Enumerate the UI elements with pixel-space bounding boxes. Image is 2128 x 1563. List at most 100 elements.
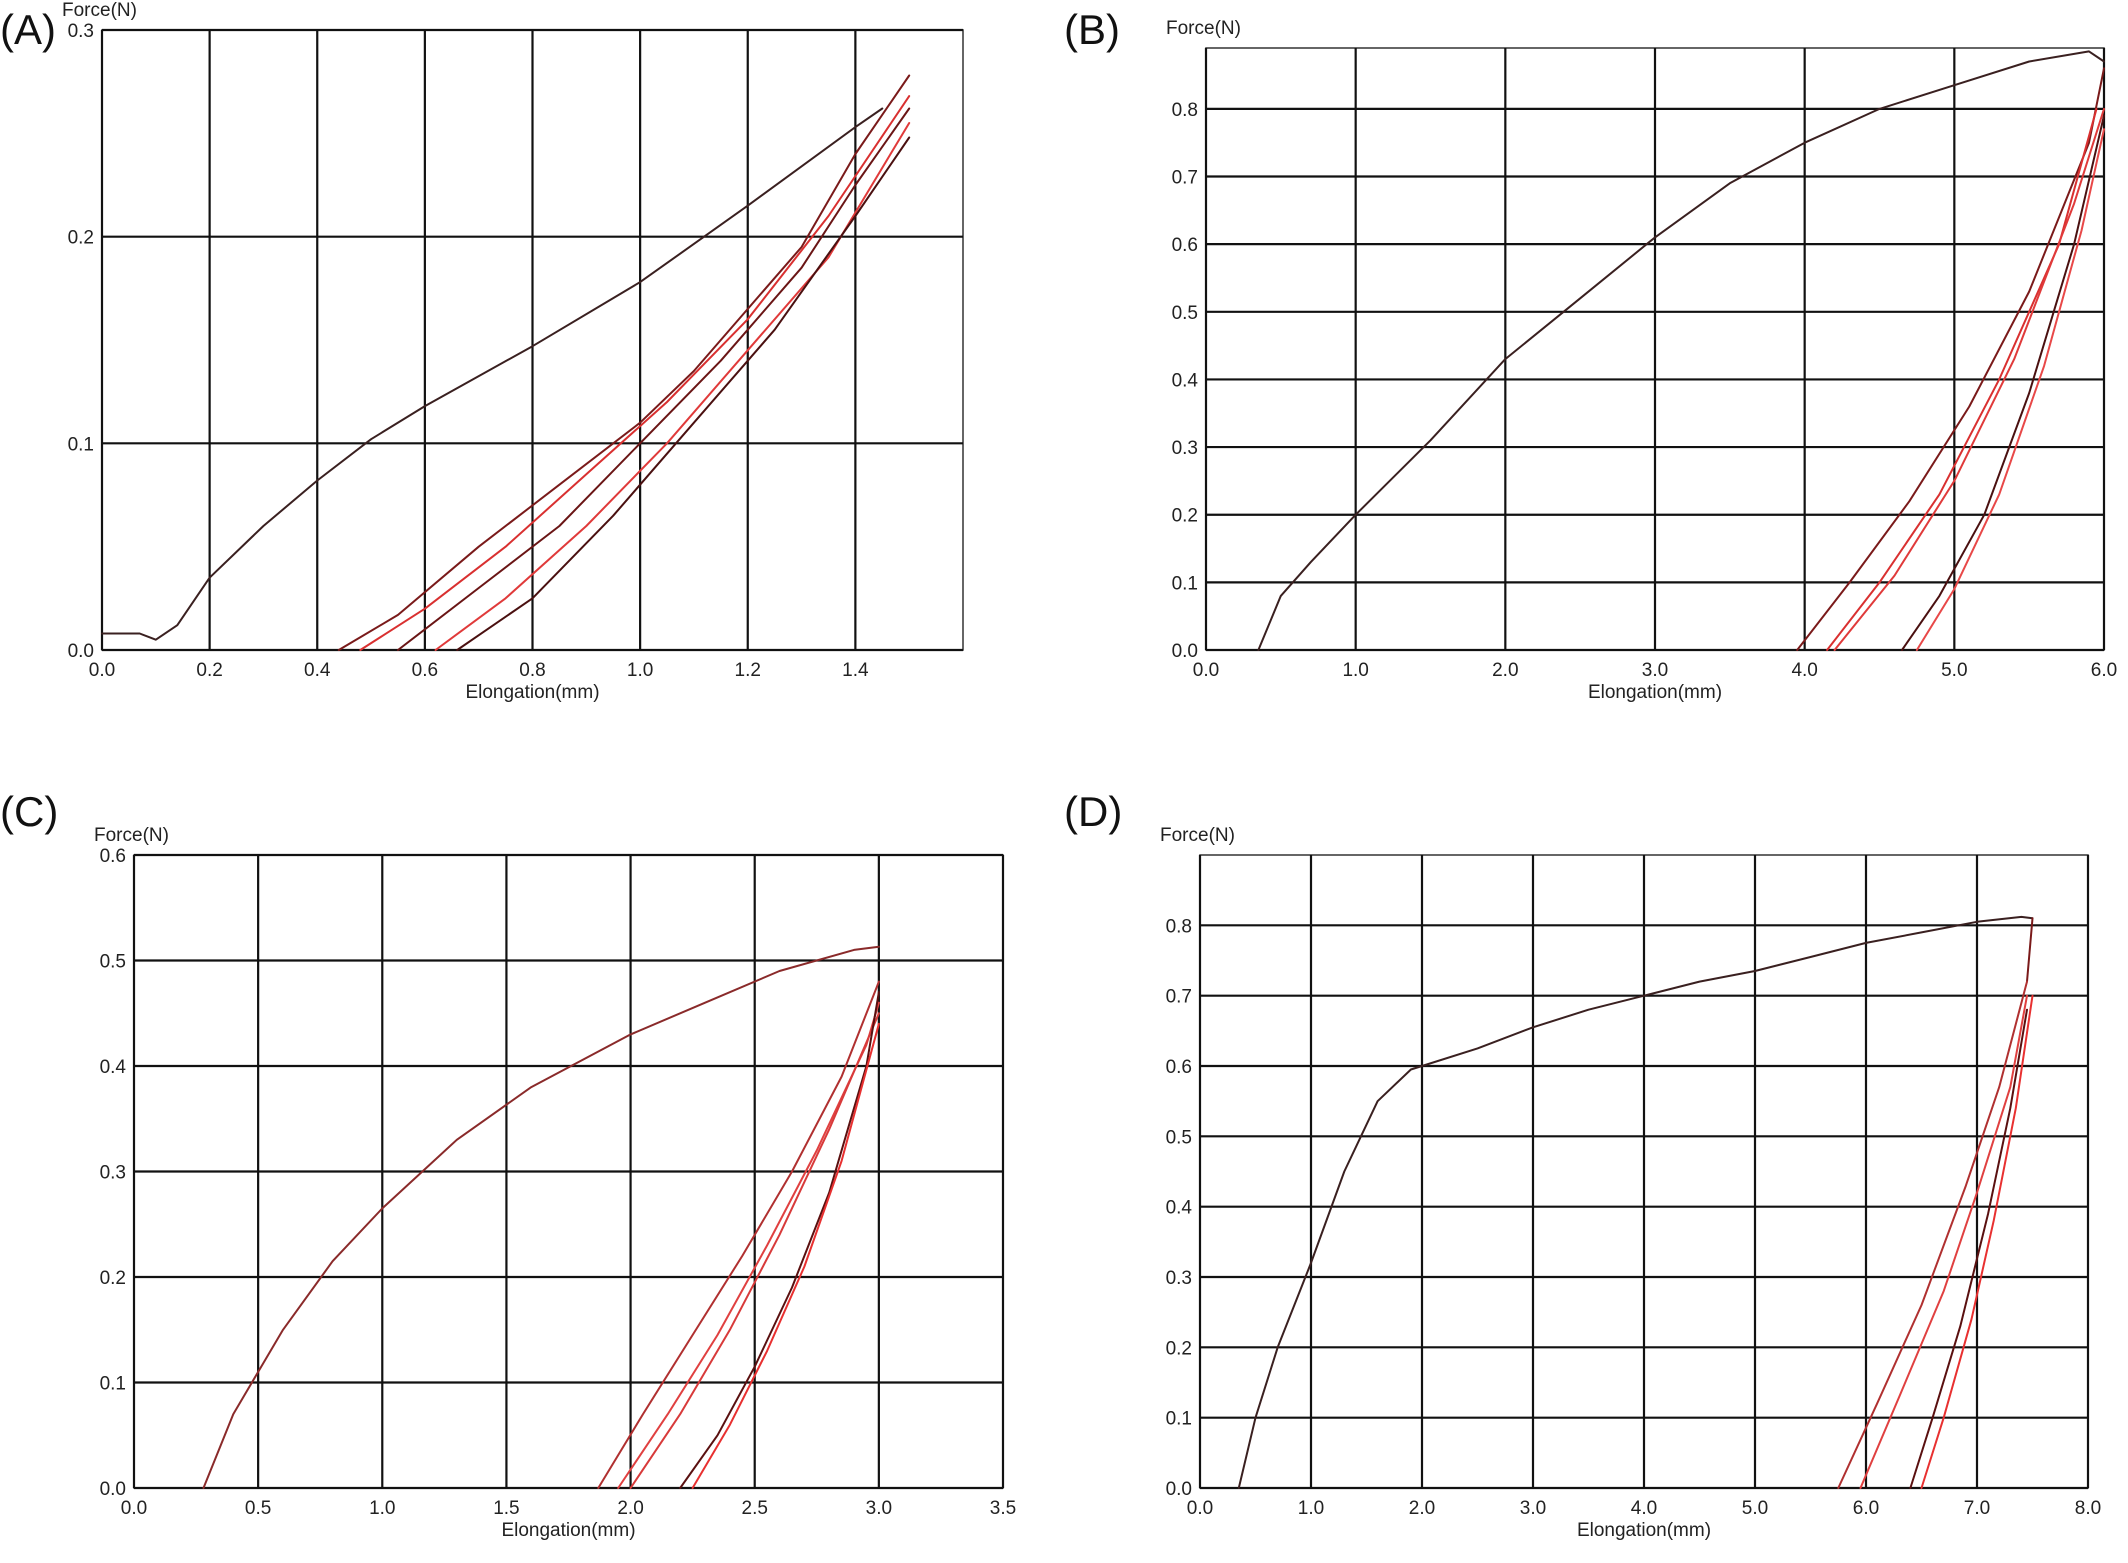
y-axis-title: Force(N)	[1160, 825, 1235, 846]
series-line	[1920, 994, 2034, 1489]
y-tick-label: 0.6	[100, 846, 126, 867]
y-tick-label: 0.5	[100, 952, 126, 973]
x-tick-label: 6.0	[2091, 660, 2117, 681]
chart-panel-a: (A) 0.0 0.2 0.4 0.6 0.8 1.0 1.2 1.4 0.0 0.1 0.2 0.3…	[0, 0, 1064, 780]
x-tick-label: 3.0	[1520, 1498, 1546, 1519]
chart-panel-b: (B) 0.0 1.0 2.0 3.0 4.0 5.0 6.0 0.0 0.1 0.2 0.3 0.4…	[1064, 0, 2128, 780]
y-tick-label: 0.6	[1172, 235, 1198, 256]
series-line	[337, 74, 911, 651]
y-tick-label: 0.7	[1166, 987, 1192, 1008]
x-axis-title: Elongation(mm)	[1577, 1520, 1711, 1541]
y-tick-label: 0.0	[68, 641, 94, 662]
x-tick-label: 2.5	[742, 1498, 768, 1519]
y-tick-label: 0.0	[1166, 1479, 1192, 1500]
y-tick-label: 0.0	[100, 1479, 126, 1500]
x-tick-label: 3.5	[990, 1498, 1016, 1519]
x-tick-label: 1.0	[627, 660, 653, 681]
y-tick-label: 0.5	[1172, 303, 1198, 324]
x-tick-label: 3.0	[1642, 660, 1668, 681]
series-line	[597, 980, 880, 1489]
x-axis-title: Elongation(mm)	[501, 1520, 635, 1541]
grid	[1198, 855, 2090, 1490]
x-tick-label: 4.0	[1791, 660, 1817, 681]
panel-label: (D)	[1064, 788, 1123, 835]
chart-panel-d: (D) 0.0 1.0 2.0 3.0 4.0 5.0 6.0 7.0 8.0 0.0 0.1 0.2…	[1064, 782, 2128, 1563]
y-axis-title: Force(N)	[1166, 18, 1241, 39]
y-tick-label: 0.2	[68, 228, 94, 249]
y-tick-label: 0.2	[100, 1268, 126, 1289]
series-line	[202, 945, 880, 1489]
y-tick-label: 0.8	[1166, 916, 1192, 937]
series-line	[1796, 67, 2105, 651]
series-line	[1826, 107, 2098, 651]
series-line	[1915, 128, 2105, 651]
series-line	[1909, 1008, 2028, 1489]
x-tick-label: 2.0	[1409, 1498, 1435, 1519]
series-group	[1257, 50, 2105, 651]
y-tick-label: 0.1	[68, 434, 94, 455]
series-line	[1901, 114, 2105, 651]
x-tick-label: 0.5	[245, 1498, 271, 1519]
x-tick-label: 0.0	[89, 660, 115, 681]
y-tick-label: 0.2	[1166, 1338, 1192, 1359]
x-tick-label: 1.4	[842, 660, 869, 681]
y-axis-title: Force(N)	[62, 0, 137, 21]
y-tick-label: 0.3	[1166, 1268, 1192, 1289]
y-tick-label: 0.2	[1172, 506, 1198, 527]
x-axis-title: Elongation(mm)	[1588, 682, 1722, 703]
x-tick-label: 1.0	[1298, 1498, 1324, 1519]
force-elongation-chart-a: 0.0 0.2 0.4 0.6 0.8 1.0 1.2 1.4 0.0 0.1 0.2 0.3Forc…	[62, 0, 964, 703]
y-tick-label: 0.7	[1172, 168, 1198, 189]
series-line	[1859, 994, 2028, 1489]
series-line	[1833, 107, 2105, 651]
y-tick-label: 0.8	[1172, 100, 1198, 121]
series-line	[691, 1022, 880, 1489]
force-elongation-chart-c: 0.0 0.5 1.0 1.5 2.0 2.5 3.0 3.5 0.0 0.1 0.2 0.3 0.4 0…	[94, 825, 1016, 1541]
x-tick-label: 1.0	[1342, 660, 1368, 681]
panel-label: (A)	[0, 6, 56, 53]
series-line	[629, 1012, 880, 1489]
y-axis-title: Force(N)	[94, 825, 169, 846]
x-tick-label: 2.0	[1492, 660, 1518, 681]
series-line	[434, 122, 911, 651]
x-tick-label: 0.0	[1193, 660, 1219, 681]
y-tick-label: 0.3	[100, 1163, 126, 1184]
x-tick-label: 1.5	[493, 1498, 519, 1519]
y-tick-label: 0.3	[68, 21, 94, 42]
x-axis-title: Elongation(mm)	[465, 682, 599, 703]
y-tick-label: 0.1	[100, 1374, 126, 1395]
chart-panel-c: (C) 0.0 0.5 1.0 1.5 2.0 2.5 3.0 3.5 0.0 0.1 0.2 0.3…	[0, 782, 1064, 1563]
grid	[132, 853, 1005, 1490]
y-tick-label: 0.4	[1166, 1198, 1193, 1219]
series-group	[101, 74, 911, 651]
y-tick-label: 0.0	[1172, 641, 1198, 662]
series-group	[202, 945, 880, 1489]
x-tick-label: 6.0	[1853, 1498, 1879, 1519]
y-tick-label: 0.1	[1166, 1409, 1192, 1430]
x-tick-label: 2.0	[617, 1498, 643, 1519]
x-tick-label: 1.2	[735, 660, 761, 681]
force-elongation-chart-b: 0.0 1.0 2.0 3.0 4.0 5.0 6.0 0.0 0.1 0.2 0.3 0.4 0.5 0…	[1166, 18, 2117, 703]
x-tick-label: 3.0	[866, 1498, 892, 1519]
grid	[1204, 48, 2106, 652]
x-tick-label: 5.0	[1742, 1498, 1768, 1519]
series-line	[456, 136, 911, 651]
y-tick-label: 0.1	[1172, 573, 1198, 594]
y-tick-label: 0.3	[1172, 438, 1198, 459]
x-tick-label: 0.4	[304, 660, 331, 681]
panel-label: (C)	[0, 788, 59, 835]
series-line	[1837, 980, 2028, 1489]
x-tick-label: 0.0	[1187, 1498, 1213, 1519]
series-line	[2026, 917, 2034, 983]
x-tick-label: 0.2	[196, 660, 222, 681]
y-tick-label: 0.4	[100, 1057, 127, 1078]
series-line	[1257, 50, 2105, 651]
series-line	[101, 107, 884, 641]
series-line	[1237, 915, 2034, 1489]
x-tick-label: 0.6	[412, 660, 438, 681]
series-line	[359, 95, 911, 651]
x-tick-label: 0.0	[121, 1498, 147, 1519]
force-elongation-chart-d: 0.0 1.0 2.0 3.0 4.0 5.0 6.0 7.0 8.0 0.0 0.1 0.2 0.3 0…	[1160, 825, 2101, 1541]
x-tick-label: 8.0	[2075, 1498, 2101, 1519]
y-tick-label: 0.6	[1166, 1057, 1192, 1078]
